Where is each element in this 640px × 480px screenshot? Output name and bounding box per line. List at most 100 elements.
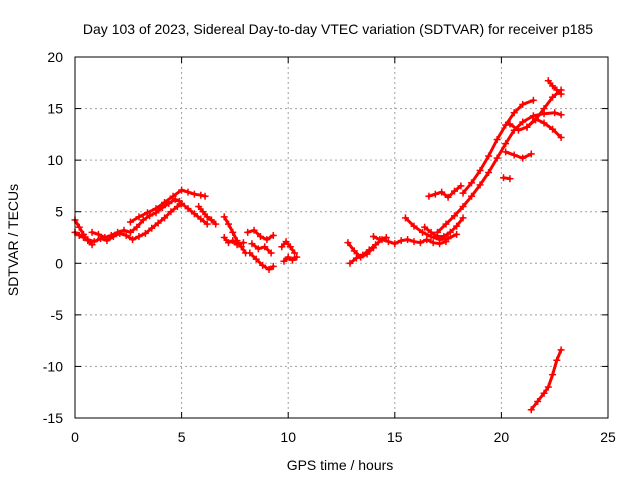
y-tick-label: 20	[47, 49, 63, 65]
data-point	[161, 214, 169, 222]
series-line	[546, 79, 563, 96]
data-point	[94, 230, 102, 238]
data-point	[557, 346, 565, 354]
axis-ticks	[74, 56, 609, 419]
data-point	[175, 197, 183, 205]
data-point	[376, 236, 384, 244]
data-point	[453, 222, 461, 230]
data-point	[553, 86, 561, 94]
series-track-6	[220, 213, 250, 257]
data-point	[133, 223, 141, 231]
data-point	[293, 253, 301, 261]
data-point	[225, 220, 233, 228]
data-point	[429, 239, 437, 247]
data-point	[433, 228, 441, 236]
data-point	[549, 125, 557, 133]
data-point	[444, 193, 452, 201]
data-point	[220, 213, 228, 221]
y-tick-label: -5	[51, 307, 64, 323]
data-point	[173, 203, 181, 211]
data-point	[126, 228, 134, 236]
data-point	[248, 240, 256, 248]
data-point	[544, 77, 552, 85]
series-line	[250, 242, 273, 255]
series-line	[461, 98, 535, 195]
data-point	[239, 239, 247, 247]
data-point	[557, 133, 565, 141]
chart-title: Day 103 of 2023, Sidereal Day-to-day VTE…	[83, 21, 593, 37]
data-point	[431, 190, 439, 198]
data-point	[468, 179, 476, 187]
data-point	[459, 203, 467, 211]
data-point	[419, 228, 427, 236]
data-point	[141, 229, 149, 237]
series-track-20	[459, 96, 537, 197]
data-point	[527, 406, 535, 414]
data-point	[199, 208, 207, 216]
data-point	[544, 383, 552, 391]
data-point	[184, 188, 192, 196]
data-point	[201, 192, 209, 200]
data-point	[416, 239, 424, 247]
data-point	[549, 93, 557, 101]
data-point	[551, 109, 559, 117]
data-point	[410, 222, 418, 230]
data-point	[534, 397, 542, 405]
data-point	[519, 154, 527, 162]
series-track-10	[248, 240, 275, 257]
data-point	[557, 111, 565, 119]
data-point	[169, 192, 177, 200]
data-point	[143, 209, 151, 217]
data-point	[269, 262, 277, 270]
y-tick-label: -10	[43, 358, 63, 374]
series-line	[280, 240, 297, 255]
data-point	[161, 198, 169, 206]
data-point	[450, 212, 458, 220]
data-point	[80, 234, 88, 241]
data-point	[90, 238, 98, 246]
data-point	[197, 191, 205, 199]
data-series	[71, 77, 565, 414]
data-point	[229, 237, 237, 245]
data-point	[549, 371, 557, 379]
data-point	[212, 220, 220, 228]
series-line	[348, 238, 448, 265]
grid-lines	[75, 57, 608, 418]
series-track-18	[433, 109, 565, 236]
data-point	[502, 121, 510, 129]
data-point	[350, 247, 358, 255]
data-point	[446, 228, 454, 236]
data-point	[252, 255, 260, 263]
data-point	[254, 245, 262, 253]
data-point	[184, 205, 192, 213]
data-point	[244, 228, 252, 236]
data-point	[397, 237, 405, 245]
series-track-26	[527, 346, 565, 414]
data-point	[523, 123, 531, 131]
data-point	[154, 219, 162, 227]
data-point	[468, 192, 476, 200]
data-point	[532, 115, 540, 123]
series-track-12	[280, 253, 301, 265]
data-point	[372, 241, 380, 249]
data-point	[120, 226, 128, 234]
series-track-9	[246, 249, 277, 273]
y-axis-tick-labels: -15 -10 -5 0 5 10 15 20	[43, 49, 63, 426]
data-point	[529, 96, 537, 104]
x-tick-label: 0	[71, 429, 79, 445]
y-tick-label: 10	[47, 152, 63, 168]
data-point	[152, 205, 160, 213]
series-track-17	[421, 214, 467, 240]
data-point	[288, 256, 296, 264]
data-point	[126, 218, 134, 226]
data-point	[514, 126, 522, 134]
series-track-4	[126, 186, 209, 226]
data-point	[246, 249, 254, 257]
x-tick-label: 20	[494, 429, 510, 445]
data-point	[291, 249, 299, 257]
y-tick-label: -15	[43, 410, 63, 426]
data-point	[195, 203, 203, 211]
data-point	[75, 231, 83, 239]
data-point	[265, 265, 273, 273]
